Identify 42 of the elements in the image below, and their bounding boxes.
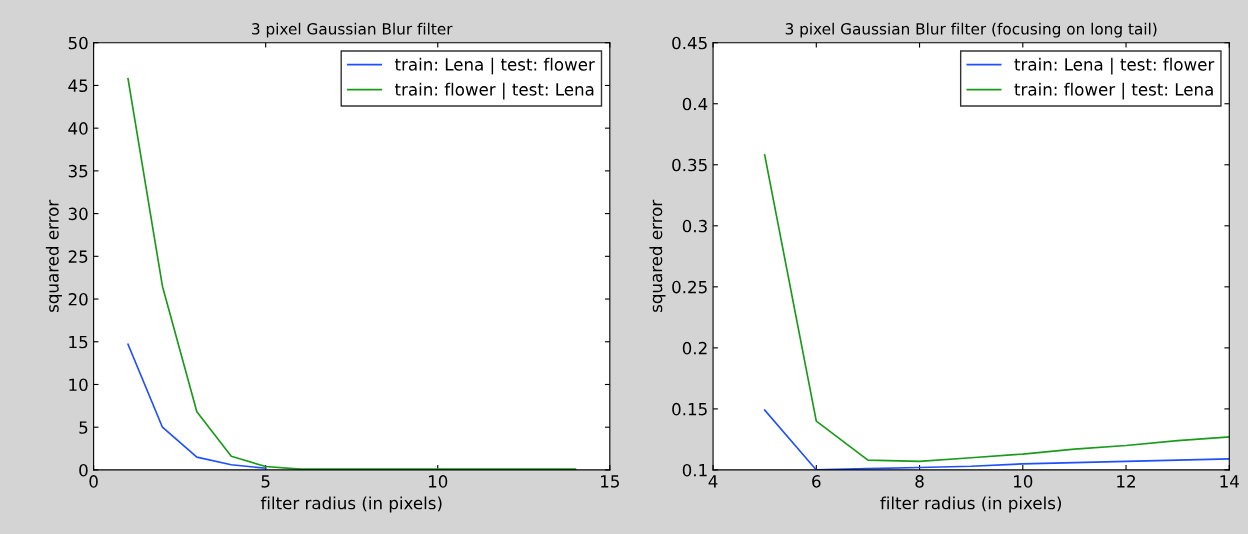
legend-label: train: Lena | test: flower	[1014, 57, 1215, 75]
y-tick-label: 0.4	[682, 97, 708, 111]
y-tick-label: 50	[68, 36, 88, 50]
x-tick-label: 10	[428, 475, 448, 488]
x-tick-label: 5	[261, 475, 270, 488]
y-tick-label: 25	[68, 250, 88, 263]
x-tick-label: 10	[1014, 475, 1033, 488]
y-tick-label: 45	[68, 79, 88, 93]
line-series	[127, 343, 267, 470]
x-tick-label: 15	[601, 475, 619, 488]
y-tick-label: 5	[79, 421, 88, 434]
chart-title: 3 pixel Gaussian Blur filter	[252, 22, 453, 38]
y-tick-label: 15	[69, 335, 88, 349]
y-tick-label: 0.3	[682, 219, 707, 233]
legend-label: train: flower | test: Lena	[1014, 82, 1213, 100]
y-tick-label: 10	[69, 378, 88, 392]
y-tick-label: 20	[68, 293, 88, 306]
legend-label: train: Lena | test: flower	[394, 57, 595, 75]
y-axis-title: squared error	[649, 199, 666, 312]
y-tick-label: 0.15	[672, 402, 707, 416]
line-series	[763, 154, 1230, 463]
y-tick-label: 40	[68, 122, 88, 135]
x-axis-title: filter radius (in pixels)	[880, 496, 1061, 513]
y-tick-label: 30	[68, 207, 88, 221]
x-axis-title: filter radius (in pixels)	[260, 496, 442, 513]
x-tick-label: 4	[708, 475, 718, 488]
y-tick-label: 0.35	[672, 158, 707, 172]
x-tick-label: 14	[1220, 475, 1239, 488]
x-tick-label: 8	[915, 475, 924, 488]
line-series	[763, 409, 1230, 470]
y-tick-label: 0.25	[672, 280, 707, 294]
x-tick-label: 0	[89, 475, 98, 488]
y-tick-label: 0.45	[672, 36, 707, 50]
y-tick-label: 0.1	[682, 463, 707, 477]
y-tick-label: 0.2	[682, 341, 707, 355]
x-tick-label: 6	[812, 475, 821, 488]
y-tick-label: 0	[79, 463, 88, 477]
legend-label: train: flower | test: Lena	[394, 82, 594, 100]
y-axis-title: squared error	[45, 199, 62, 312]
y-tick-label: 35	[68, 164, 88, 178]
chart-title: 3 pixel Gaussian Blur filter (focusing on long tail)	[785, 22, 1157, 38]
x-tick-label: 12	[1117, 475, 1135, 488]
